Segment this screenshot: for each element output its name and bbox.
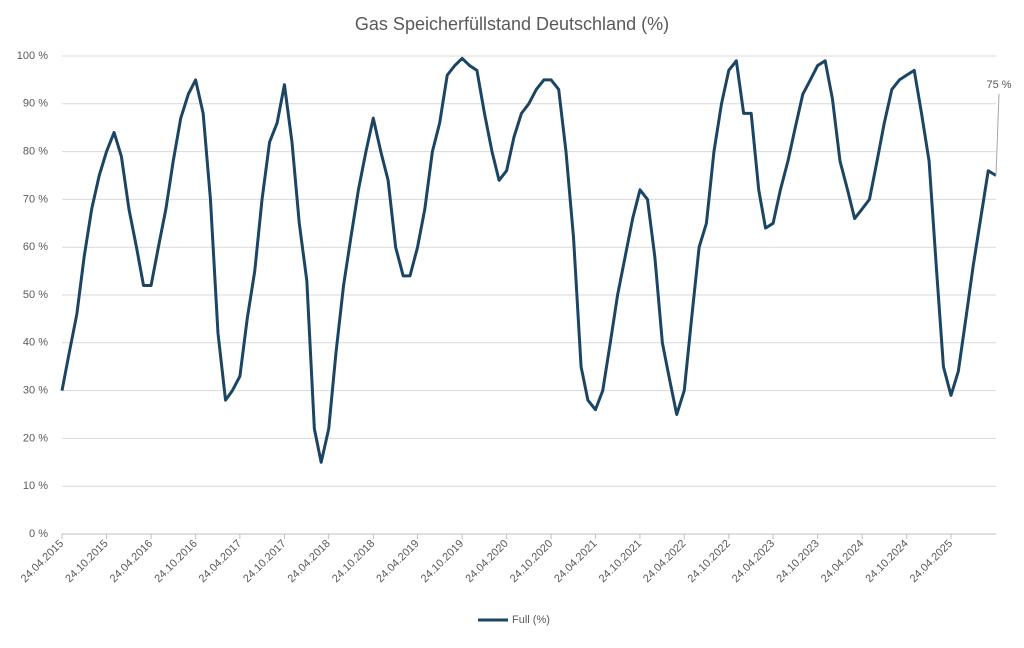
line <box>60 56 997 464</box>
annotation: 75 % <box>986 79 1011 91</box>
x-tick-label: 24.04.2020 <box>463 538 510 585</box>
y-tick-label: 50 % <box>23 289 48 301</box>
x-tick-label: 24.10.2024 <box>863 538 910 585</box>
y-tick-label: 100 % <box>17 50 48 62</box>
x-tick-label: 24.04.2016 <box>108 538 155 585</box>
chart-title: Gas Speicherfüllstand Deutschland (%) <box>355 14 669 34</box>
x-tick-label: 24.04.2021 <box>552 538 599 585</box>
x-tick-label: 24.10.2019 <box>419 538 466 585</box>
annotation-leader <box>995 93 1000 176</box>
x-tick-label: 24.10.2018 <box>330 538 377 585</box>
x-tick-label: 24.04.2022 <box>641 538 688 585</box>
x-tick-label: 24.10.2020 <box>508 538 555 585</box>
x-tick-label: 24.04.2017 <box>197 538 244 585</box>
legend-label: Full (%) <box>512 614 550 626</box>
y-tick-label: 40 % <box>23 337 48 349</box>
x-tick-label: 24.10.2015 <box>63 538 110 585</box>
x-tick-label: 24.04.2018 <box>285 538 332 585</box>
y-tick-label: 30 % <box>23 385 48 397</box>
y-tick-label: 80 % <box>23 146 48 158</box>
y-tick-label: 90 % <box>23 98 48 110</box>
x-tick-label: 24.10.2022 <box>686 538 733 585</box>
x-tick-label: 24.04.2025 <box>908 538 955 585</box>
x-tick-label: 24.10.2023 <box>774 538 821 585</box>
y-tick-label: 0 % <box>29 528 48 540</box>
x-tick-label: 24.10.2016 <box>152 538 199 585</box>
y-tick-label: 60 % <box>23 241 48 253</box>
x-tick-label: 24.04.2024 <box>819 538 866 585</box>
x-tick-label: 24.04.2019 <box>374 538 421 585</box>
y-tick-label: 70 % <box>23 193 48 205</box>
x-tick-label: 24.10.2021 <box>597 538 644 585</box>
x-tick-label: 24.04.2023 <box>730 538 777 585</box>
x-tick-label: 24.10.2017 <box>241 538 288 585</box>
y-tick-label: 10 % <box>23 480 48 492</box>
x-tick-label: 24.04.2015 <box>19 538 66 585</box>
y-tick-label: 20 % <box>23 432 48 444</box>
